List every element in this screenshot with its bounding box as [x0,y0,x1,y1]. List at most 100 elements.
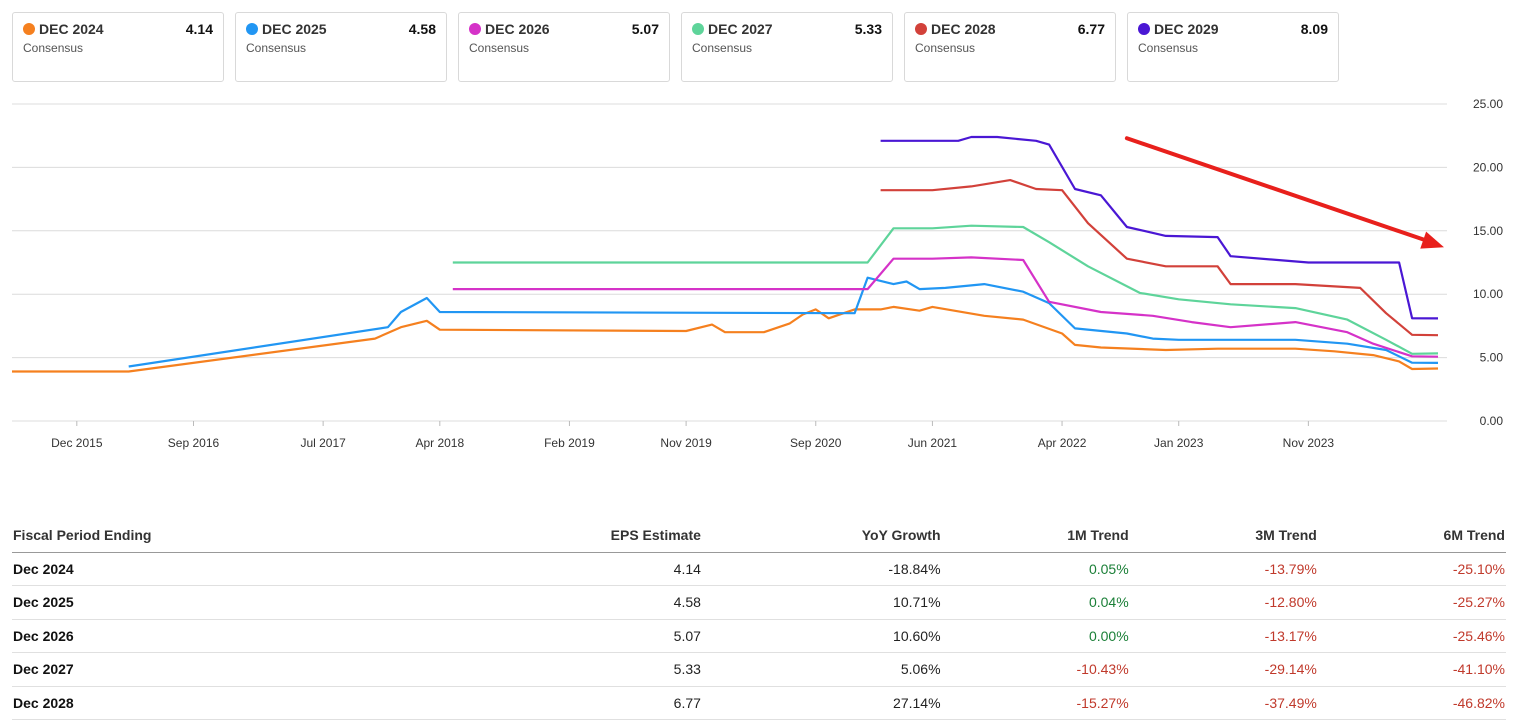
y-tick-label: 10.00 [1473,287,1503,301]
cell-6m: -46.82% [1317,686,1506,720]
y-tick-label: 5.00 [1480,351,1504,365]
eps-estimates-table: Fiscal Period Ending EPS Estimate YoY Gr… [12,519,1506,720]
series-color-dot [23,23,35,35]
series-color-dot [692,23,704,35]
x-tick-label: Sep 2020 [790,436,842,450]
legend-value: 4.14 [185,21,213,37]
x-tick-label: Nov 2023 [1283,436,1335,450]
trend-arrow-shaft [1124,136,1432,244]
cell-3m: -13.17% [1129,619,1318,653]
series-color-dot [1138,23,1150,35]
legend-card-dec-2029[interactable]: DEC 2029 8.09 Consensus [1127,12,1339,82]
cell-1m: 0.04% [941,585,1130,620]
grid-layer [12,103,1447,422]
series-color-dot [915,23,927,35]
header-eps-estimate[interactable]: EPS Estimate [428,519,702,553]
cell-6m: -41.10% [1317,652,1506,687]
legend-card-dec-2024[interactable]: DEC 2024 4.14 Consensus [12,12,224,82]
cell-period: Dec 2026 [12,619,429,653]
cell-6m: -25.46% [1317,619,1506,653]
y-tick-label: 20.00 [1473,160,1503,174]
legend-value: 6.77 [1077,21,1105,37]
table-row: Dec 2026 5.07 10.60% 0.00% -13.17% -25.4… [12,619,1506,653]
x-tick-label: Dec 2015 [51,436,103,450]
header-fiscal-period[interactable]: Fiscal Period Ending [12,519,429,553]
cell-yoy: 27.14% [701,686,942,720]
series-line-dec-2024 [12,305,1439,373]
legend-label: DEC 2028 [931,21,996,37]
cell-period: Dec 2027 [12,652,429,687]
table-row: Dec 2025 4.58 10.71% 0.04% -12.80% -25.2… [12,585,1506,620]
series-line-dec-2026 [452,256,1439,358]
cell-period: Dec 2024 [12,552,429,586]
cell-eps: 5.33 [428,652,702,687]
cell-eps: 4.58 [428,585,702,620]
cell-3m: -29.14% [1129,652,1318,687]
legend-label: DEC 2027 [708,21,773,37]
y-tick-label: 25.00 [1473,97,1503,111]
cell-eps: 5.07 [428,619,702,653]
legend-sub: Consensus [469,41,530,55]
x-tick-label: Jun 2021 [908,436,958,450]
series-layer [12,135,1439,373]
trend-arrow-head [1420,231,1444,249]
cell-1m: 0.00% [941,619,1130,653]
trend-arrow-layer [1124,136,1444,249]
legend-value: 5.33 [854,21,882,37]
cell-3m: -12.80% [1129,585,1318,620]
legend-card-dec-2028[interactable]: DEC 2028 6.77 Consensus [904,12,1116,82]
y-tick-label: 15.00 [1473,224,1503,238]
table-header-row: Fiscal Period Ending EPS Estimate YoY Gr… [12,519,1506,553]
eps-trend-chart[interactable]: 0.00 5.00 10.00 15.00 20.00 25.00 Dec 2015 Sep … [0,92,1519,462]
cell-yoy: 10.71% [701,585,942,620]
legend-card-dec-2027[interactable]: DEC 2027 5.33 Consensus [681,12,893,82]
cell-3m: -13.79% [1129,552,1318,586]
cell-6m: -25.27% [1317,585,1506,620]
legend-label: DEC 2024 [39,21,104,37]
legend-sub: Consensus [1138,41,1199,55]
cell-3m: -37.49% [1129,686,1318,720]
series-line-dec-2028 [880,178,1439,337]
table-row: Dec 2027 5.33 5.06% -10.43% -29.14% -41.… [12,652,1506,687]
series-line-dec-2027 [452,224,1439,355]
legend-label: DEC 2025 [262,21,327,37]
cell-period: Dec 2028 [12,686,429,720]
table-row: Dec 2024 4.14 -18.84% 0.05% -13.79% -25.… [12,552,1506,586]
legend-sub: Consensus [246,41,307,55]
legend-sub: Consensus [23,41,84,55]
legend-card-dec-2026[interactable]: DEC 2026 5.07 Consensus [458,12,670,82]
header-yoy-growth[interactable]: YoY Growth [701,519,942,553]
cell-6m: -25.10% [1317,552,1506,586]
series-color-dot [246,23,258,35]
legend-sub: Consensus [915,41,976,55]
x-tick-label: Sep 2016 [168,436,220,450]
x-tick-label: Jul 2017 [300,436,346,450]
cell-1m: -15.27% [941,686,1130,720]
cell-yoy: 10.60% [701,619,942,653]
legend-label: DEC 2029 [1154,21,1219,37]
cell-1m: 0.05% [941,552,1130,586]
legend-label: DEC 2026 [485,21,550,37]
cell-eps: 6.77 [428,686,702,720]
x-tick-label: Jan 2023 [1154,436,1204,450]
y-tick-label: 0.00 [1480,414,1504,428]
table-row: Dec 2028 6.77 27.14% -15.27% -37.49% -46… [12,686,1506,720]
cell-1m: -10.43% [941,652,1130,687]
x-tick-label: Apr 2022 [1038,436,1087,450]
x-tick-label: Nov 2019 [660,436,712,450]
cell-yoy: -18.84% [701,552,942,586]
header-3m-trend[interactable]: 3M Trend [1129,519,1318,553]
legend-value: 4.58 [408,21,436,37]
axis-layer: 0.00 5.00 10.00 15.00 20.00 25.00 Dec 2015 Sep … [51,97,1503,450]
cell-yoy: 5.06% [701,652,942,687]
series-line-dec-2025 [128,276,1439,368]
x-tick-label: Feb 2019 [544,436,595,450]
legend-row: DEC 2024 4.14 Consensus DEC 2025 4.58 Co… [12,12,1339,82]
cell-eps: 4.14 [428,552,702,586]
legend-sub: Consensus [692,41,753,55]
series-line-dec-2029 [880,135,1439,320]
x-tick-label: Apr 2018 [415,436,464,450]
legend-card-dec-2025[interactable]: DEC 2025 4.58 Consensus [235,12,447,82]
header-6m-trend[interactable]: 6M Trend [1317,519,1506,553]
header-1m-trend[interactable]: 1M Trend [941,519,1130,553]
